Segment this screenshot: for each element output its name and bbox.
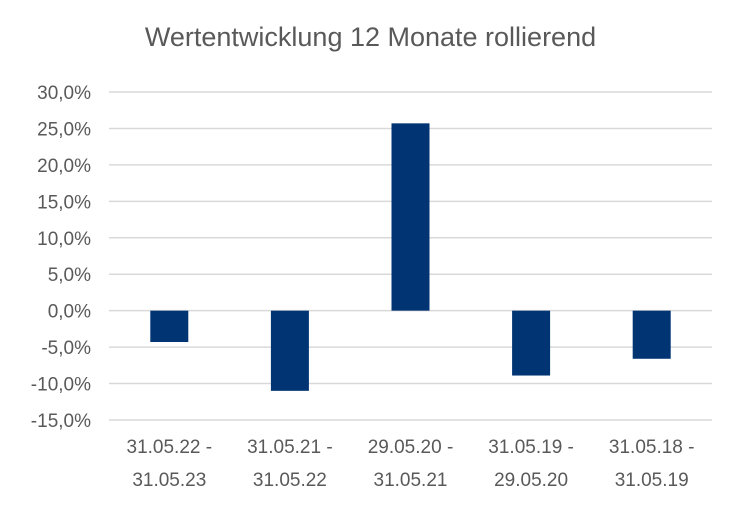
x-tick-label: 29.05.20 -	[368, 437, 454, 458]
bar	[512, 310, 551, 376]
chart-title: Wertentwicklung 12 Monate rollierend	[144, 22, 597, 52]
y-tick-label: 15,0%	[37, 192, 91, 213]
x-tick-label: 31.05.23	[132, 470, 206, 491]
y-tick-label: 10,0%	[37, 229, 91, 250]
bar	[150, 310, 189, 343]
y-tick-label: -10,0%	[31, 375, 91, 396]
bars	[150, 123, 671, 391]
y-axis-ticks: 30,0% 25,0% 20,0% 15,0% 10,0% 5,0% 0,0% -5,0% -1…	[31, 83, 91, 432]
bar	[270, 310, 309, 391]
y-tick-label: 30,0%	[37, 83, 91, 104]
y-tick-label: 20,0%	[37, 156, 91, 177]
x-tick-label: 31.05.21	[374, 470, 448, 491]
x-tick-label: 31.05.19	[615, 470, 689, 491]
x-axis-ticks: 31.05.22 - 31.05.23 31.05.21 - 31.05.22 29.0…	[127, 437, 695, 491]
bar	[391, 123, 430, 311]
bar	[632, 310, 671, 359]
x-tick-label: 31.05.19 -	[488, 437, 574, 458]
x-tick-label: 31.05.21 -	[247, 437, 333, 458]
y-tick-label: -15,0%	[31, 411, 91, 432]
y-tick-label: 5,0%	[48, 265, 91, 286]
x-tick-label: 31.05.22	[253, 470, 327, 491]
y-tick-label: -5,0%	[41, 338, 91, 359]
x-tick-label: 29.05.20	[494, 470, 568, 491]
x-tick-label: 31.05.18 -	[609, 437, 695, 458]
y-tick-label: 0,0%	[48, 302, 91, 323]
x-tick-label: 31.05.22 -	[127, 437, 213, 458]
y-tick-label: 25,0%	[37, 119, 91, 140]
